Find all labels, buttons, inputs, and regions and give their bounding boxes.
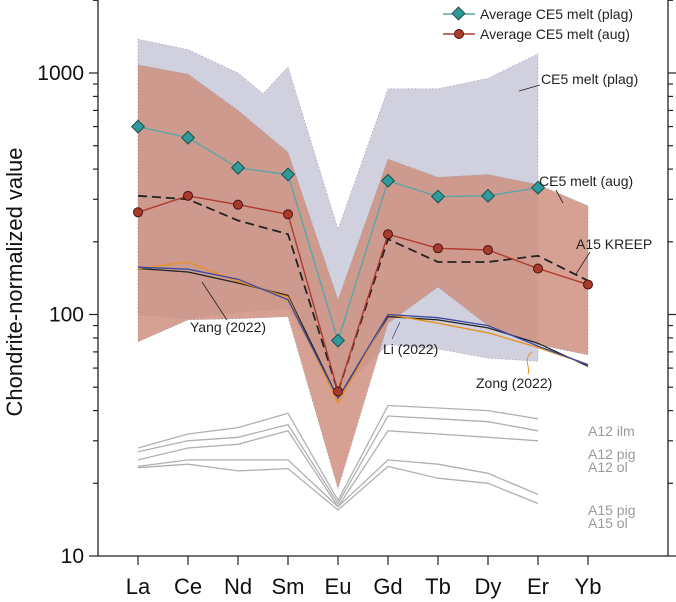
series-lines [137, 125, 589, 511]
point-average-ce5-melt-aug-dy [483, 244, 493, 255]
axes [97, 0, 669, 557]
x-tick-label-gd: Gd [373, 574, 402, 599]
legend-label-plag: Average CE5 melt (plag) [480, 6, 633, 22]
point-average-ce5-melt-plag-tb [430, 189, 446, 204]
x-tick-label-er: Er [527, 574, 549, 599]
x-tick-label-ce: Ce [174, 574, 202, 599]
y-axis-label: Chondrite-normalized value [2, 147, 27, 416]
legend: Average CE5 melt (plag) Average CE5 melt… [443, 6, 633, 42]
x-tick-label-dy: Dy [475, 574, 502, 599]
series-line-li-2022 [137, 266, 589, 400]
point-average-ce5-melt-aug-ce [183, 190, 193, 201]
annotation-a15-pig: A15 pig [588, 502, 635, 518]
annotation-zong: Zong (2022) [476, 375, 552, 391]
point-average-ce5-melt-aug-eu [333, 386, 343, 397]
y-tick-label: 10 [61, 545, 84, 568]
series-line-zong-2022 [137, 261, 589, 405]
series-line-a12-ilm [137, 404, 539, 502]
x-tick-label-la: La [126, 574, 151, 599]
series-line-a15-pig [137, 459, 539, 508]
annotation-a12-ilm: A12 ilm [588, 423, 635, 439]
point-average-ce5-melt-aug-tb [433, 243, 443, 254]
point-average-ce5-melt-plag-er [530, 180, 546, 195]
range-bands [137, 38, 589, 490]
annotations: CE5 melt (plag) CE5 melt (aug) A15 KREEP… [190, 71, 652, 531]
annotation-a15-kreep: A15 KREEP [576, 236, 652, 252]
point-average-ce5-melt-plag-gd [380, 173, 396, 188]
x-tick-label-nd: Nd [224, 574, 252, 599]
series-markers [130, 119, 593, 397]
y-tick-label: 1000 [37, 62, 84, 85]
point-average-ce5-melt-plag-eu [330, 333, 346, 348]
point-average-ce5-melt-plag-nd [230, 160, 246, 175]
annotation-a15-ol: A15 ol [588, 515, 628, 531]
series-line-a12-pig [137, 415, 539, 505]
annotation-ce5-plag: CE5 melt (plag) [541, 71, 638, 87]
point-average-ce5-melt-aug-yb [583, 279, 593, 290]
leader-yang [201, 281, 228, 321]
point-average-ce5-melt-aug-nd [233, 199, 243, 210]
annotation-ce5-aug: CE5 melt (aug) [539, 173, 633, 189]
band-outline-ce5-melt-aug [137, 64, 589, 490]
y-tick-label: 100 [49, 304, 84, 327]
series-line-a15-ol [137, 463, 539, 511]
point-average-ce5-melt-aug-sm [283, 209, 293, 220]
leader-a15-kreep [575, 251, 591, 275]
point-average-ce5-melt-aug-la [133, 207, 143, 218]
point-average-ce5-melt-plag-ce [180, 130, 196, 145]
leader-ce5-aug [555, 189, 564, 204]
x-ticks: La Ce Nd Sm Eu Gd Tb Dy Er Yb [126, 556, 602, 599]
series-line-a15-kreep [137, 194, 589, 395]
leader-zong [526, 351, 533, 375]
point-average-ce5-melt-aug-gd [383, 229, 393, 240]
y-ticks: 10 100 1000 [37, 0, 676, 568]
x-tick-label-sm: Sm [272, 574, 305, 599]
annotation-li: Li (2022) [383, 341, 438, 357]
x-tick-label-eu: Eu [325, 574, 352, 599]
annotation-a12-ol: A12 ol [588, 459, 628, 475]
x-tick-label-tb: Tb [425, 574, 451, 599]
legend-label-aug: Average CE5 melt (aug) [480, 26, 630, 42]
point-average-ce5-melt-plag-sm [280, 167, 296, 182]
point-average-ce5-melt-aug-er [533, 263, 543, 274]
leader-li [391, 321, 401, 340]
point-average-ce5-melt-plag-la [130, 119, 146, 134]
band-ce5-melt-aug [138, 64, 588, 489]
leader-ce5-plag [518, 84, 541, 92]
series-line-average-ce5-melt-aug [137, 195, 589, 394]
legend-circle-marker [454, 29, 464, 39]
annotation-yang: Yang (2022) [190, 319, 266, 335]
annotation-a12-pig: A12 pig [588, 446, 635, 462]
legend-diamond-marker [451, 6, 466, 21]
x-tick-label-yb: Yb [575, 574, 602, 599]
point-average-ce5-melt-plag-dy [480, 188, 496, 203]
